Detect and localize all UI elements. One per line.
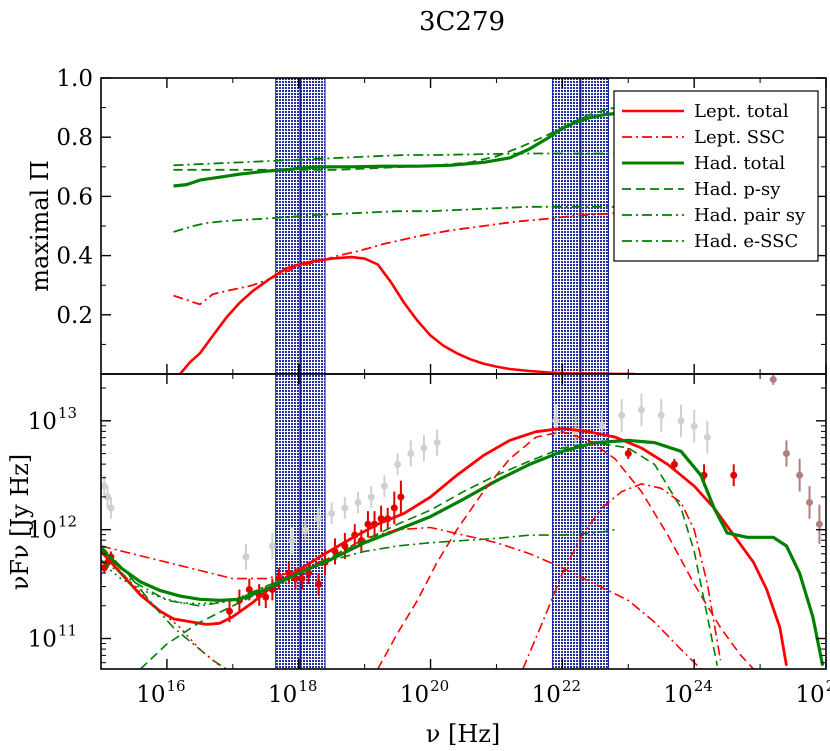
data-point-brown bbox=[782, 449, 790, 457]
data-point-grey bbox=[354, 498, 362, 506]
series-lept-ssc bbox=[173, 211, 622, 306]
data-point-grey bbox=[101, 482, 108, 490]
y-tick-label-top: 1.0 bbox=[56, 66, 93, 92]
data-point-red bbox=[245, 586, 253, 594]
data-point-grey bbox=[301, 526, 309, 534]
bottom-series-lines bbox=[101, 426, 825, 669]
data-point-grey bbox=[552, 417, 560, 425]
top-series-lines bbox=[173, 103, 635, 374]
series-had-pair-sy bbox=[173, 205, 629, 233]
y-axis-label-bottom: νFν [Jy Hz] bbox=[6, 454, 34, 591]
data-point-red bbox=[730, 471, 738, 479]
top-panel: 0.2 0.4 0.6 0.8 1.0 Lept. total Lept. SSC Had.… bbox=[56, 66, 827, 375]
series-had-pair-sy bbox=[101, 528, 616, 607]
data-point-grey bbox=[328, 509, 336, 517]
data-point-grey bbox=[703, 433, 711, 441]
y-tick-label-bottom: 1012 bbox=[28, 513, 77, 544]
data-point-grey bbox=[420, 444, 428, 452]
top-shaded-bands bbox=[275, 78, 610, 374]
series-lept-total bbox=[101, 426, 788, 666]
series-lept-synchrotron-dotted bbox=[101, 550, 221, 667]
data-point-grey bbox=[407, 449, 415, 457]
data-point-red bbox=[262, 593, 270, 601]
series-had-e-ssc bbox=[173, 152, 629, 167]
series-lept-total bbox=[179, 255, 635, 374]
data-point-brown bbox=[815, 520, 823, 528]
x-tick-label: 1022 bbox=[532, 677, 581, 708]
series-had-e-ssc bbox=[101, 545, 227, 669]
data-point-grey bbox=[598, 422, 606, 430]
legend-label-had-p-sy: Had. p-sy bbox=[694, 179, 781, 200]
series-lept-ssc bbox=[101, 526, 702, 669]
top-axes: 0.2 0.4 0.6 0.8 1.0 bbox=[56, 66, 827, 375]
data-point-grey bbox=[690, 422, 698, 430]
data-point-grey bbox=[637, 406, 645, 414]
legend-label-lept-total: Lept. total bbox=[694, 101, 789, 122]
chart-title: 3C279 bbox=[419, 7, 505, 37]
y-tick-label-bottom: 1011 bbox=[28, 622, 77, 653]
data-point-grey bbox=[657, 411, 665, 419]
legend: Lept. total Lept. SSC Had. total Had. p-sy H… bbox=[613, 90, 819, 262]
bottom-data-points bbox=[101, 374, 823, 623]
data-point-brown bbox=[769, 375, 777, 383]
series-had-p-sy bbox=[139, 441, 719, 669]
data-point-red bbox=[298, 575, 306, 583]
y-axis-label-top: maximal Π bbox=[26, 160, 54, 292]
legend-label-had-e-ssc: Had. e-SSC bbox=[694, 231, 798, 252]
data-point-grey bbox=[288, 537, 296, 545]
data-point-grey bbox=[433, 439, 441, 447]
x-tick-label: 1020 bbox=[400, 677, 449, 708]
x-tick-label: 1024 bbox=[663, 677, 712, 708]
data-point-red bbox=[397, 493, 405, 501]
series-lept-ec bbox=[522, 483, 722, 669]
data-point-red bbox=[226, 607, 234, 615]
data-point-grey bbox=[677, 417, 685, 425]
y-tick-label-top: 0.4 bbox=[56, 244, 93, 270]
data-point-red bbox=[670, 460, 678, 468]
x-tick-label: 1018 bbox=[268, 677, 317, 708]
data-point-grey bbox=[367, 493, 375, 501]
data-point-grey bbox=[394, 460, 402, 468]
bottom-plot-frame bbox=[100, 373, 827, 670]
data-point-brown bbox=[796, 471, 804, 479]
data-point-brown bbox=[806, 498, 814, 506]
legend-label-had-total: Had. total bbox=[694, 153, 785, 174]
data-point-grey bbox=[341, 504, 349, 512]
data-point-red bbox=[624, 449, 632, 457]
bottom-shaded-bands bbox=[275, 374, 610, 669]
data-point-red bbox=[315, 580, 322, 588]
y-tick-label-top: 0.6 bbox=[56, 184, 93, 210]
series-had-p-sy bbox=[173, 103, 629, 171]
legend-label-lept-ssc: Lept. SSC bbox=[694, 127, 785, 148]
y-tick-label-top: 0.8 bbox=[56, 125, 93, 151]
y-tick-label-top: 0.2 bbox=[56, 303, 93, 329]
data-point-red bbox=[377, 515, 385, 523]
legend-box bbox=[613, 90, 819, 262]
series-had-total bbox=[101, 438, 825, 667]
data-point-grey bbox=[104, 493, 112, 501]
data-point-grey bbox=[315, 515, 322, 523]
data-point-red bbox=[305, 569, 313, 577]
data-point-red bbox=[390, 504, 398, 512]
data-point-grey bbox=[618, 411, 626, 419]
data-point-grey bbox=[380, 482, 388, 490]
bottom-panel: 1016 1018 1020 1022 1024 1026 1011 1012 1013 bbox=[28, 373, 830, 708]
x-axis-label: ν [Hz] bbox=[426, 720, 501, 748]
data-point-grey bbox=[107, 504, 115, 512]
bottom-axes: 1016 1018 1020 1022 1024 1026 1011 1012 1013 bbox=[28, 373, 830, 708]
y-tick-label-bottom: 1013 bbox=[28, 404, 77, 435]
data-point-red bbox=[364, 520, 372, 528]
data-point-grey bbox=[268, 542, 276, 550]
x-tick-label: 1026 bbox=[795, 677, 830, 708]
x-tick-label: 1016 bbox=[136, 677, 185, 708]
data-point-grey bbox=[242, 553, 250, 561]
legend-label-had-pair-sy: Had. pair sy bbox=[694, 205, 806, 226]
